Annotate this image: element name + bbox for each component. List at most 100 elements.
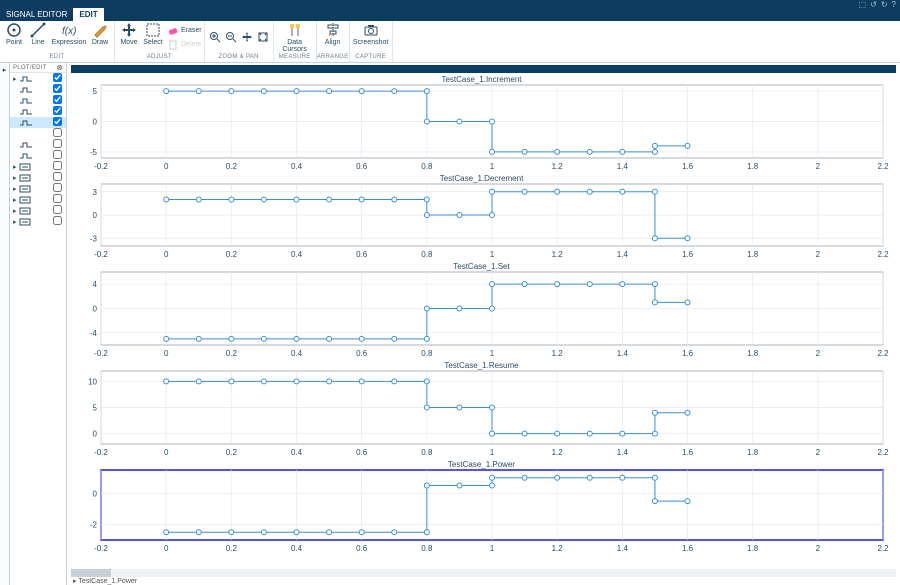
eraser-label: Eraser [181,24,202,38]
svg-text:1.2: 1.2 [552,250,564,259]
plot-checkbox[interactable] [53,172,62,181]
group-edit: Point Line f(x)Expression Draw EDIT [0,21,115,62]
svg-text:1.4: 1.4 [617,544,629,553]
svg-text:-0.2: -0.2 [94,544,108,553]
plot-checkbox[interactable] [53,194,62,203]
svg-text:0.6: 0.6 [356,349,368,358]
group-arrange: Align ARRANGE [317,21,350,62]
plot-checkbox[interactable] [53,117,62,126]
svg-text:1: 1 [490,448,495,457]
svg-text:-0.2: -0.2 [94,448,108,457]
panel-close-icon[interactable]: ⊗ [56,63,63,72]
tree-expand-icon[interactable]: ▸ [0,65,9,76]
plot-checkbox[interactable] [53,84,62,93]
plot-checkbox[interactable] [53,95,62,104]
align-button[interactable]: Align [319,22,347,54]
chart[interactable]: TestCase_1.Decrement-303-0.200.20.40.60.… [71,174,892,260]
pan-button[interactable] [239,31,255,45]
signal-group-row[interactable]: ▸ [10,183,66,194]
signal-row[interactable]: ▸ [10,73,66,84]
svg-text:0: 0 [164,162,169,171]
svg-text:1.4: 1.4 [617,448,629,457]
chart[interactable]: TestCase_1.Power-20-0.200.20.40.60.811.2… [71,460,892,554]
signal-group-row[interactable]: ▸ [10,205,66,216]
svg-text:1.8: 1.8 [747,544,759,553]
group-label: ARRANGE [317,54,349,62]
plot-checkbox[interactable] [53,161,62,170]
titlebar-icon[interactable]: ↺ [870,0,877,9]
zoom-in-button[interactable] [207,31,223,45]
move-button[interactable]: Move [117,22,141,54]
signal-row[interactable] [10,117,66,128]
svg-text:1.2: 1.2 [552,544,564,553]
horizontal-scrollbar[interactable] [71,569,896,577]
tab-signal-editor[interactable]: SIGNAL EDITOR [0,8,73,21]
screenshot-button[interactable]: Screenshot [352,22,390,54]
svg-text:1.6: 1.6 [682,250,694,259]
svg-text:5: 5 [93,87,98,96]
chart-title: TestCase_1.Power [71,460,892,469]
svg-text:0: 0 [164,448,169,457]
plot-checkbox[interactable] [53,205,62,214]
signal-row[interactable] [10,150,66,161]
ribbon: Point Line f(x)Expression Draw EDIT Move… [0,21,900,63]
chart[interactable]: TestCase_1.Set-404-0.200.20.40.60.811.21… [71,262,892,359]
expression-button[interactable]: f(x)Expression [50,22,88,54]
footer-filename: ▸ TestCase_1.Power [67,577,900,585]
svg-text:0: 0 [164,250,169,259]
chart[interactable]: TestCase_1.Resume0510-0.200.20.40.60.811… [71,361,892,458]
plot-checkbox[interactable] [53,139,62,148]
titlebar-icon[interactable]: ⬚ [859,0,867,9]
svg-text:1.4: 1.4 [617,162,629,171]
eraser-button[interactable] [165,24,181,38]
plot-checkbox[interactable] [53,150,62,159]
signal-row[interactable] [10,95,66,106]
svg-text:3: 3 [93,188,98,197]
group-label: MEASURE [274,54,316,62]
signal-row[interactable] [10,128,66,139]
svg-text:-3: -3 [90,234,98,243]
svg-text:0: 0 [93,211,98,220]
signal-group-row[interactable]: ▸ [10,216,66,227]
svg-text:2: 2 [816,349,821,358]
data-cursors-button[interactable]: Data Cursors [276,22,314,54]
svg-text:2: 2 [816,448,821,457]
group-zoompan: ZOOM & PAN [205,21,274,62]
svg-text:-5: -5 [90,148,98,157]
plot-checkbox[interactable] [53,73,62,82]
svg-text:1.8: 1.8 [747,349,759,358]
tab-edit[interactable]: EDIT [73,8,103,21]
titlebar-icon[interactable]: ↻ [881,0,888,9]
svg-text:0.2: 0.2 [226,448,238,457]
signal-group-row[interactable]: ▸ [10,194,66,205]
help-icon[interactable]: ? [892,0,896,9]
plot-checkbox[interactable] [53,216,62,225]
plot-checkbox[interactable] [53,106,62,115]
chart-title: TestCase_1.Increment [71,75,892,84]
toolstrip-tabs: SIGNAL EDITOR EDIT [0,8,900,21]
signal-group-row[interactable]: ▸ [10,172,66,183]
group-adjust: Move Select Eraser Delete ADJUST [115,21,205,62]
delete-button [165,38,181,52]
plot-checkbox[interactable] [53,183,62,192]
group-measure: Data Cursors MEASURE [274,21,317,62]
svg-text:0.8: 0.8 [421,349,433,358]
svg-text:0.4: 0.4 [291,250,303,259]
signal-row[interactable] [10,139,66,150]
svg-text:0.8: 0.8 [421,250,433,259]
select-button[interactable]: Select [141,22,165,54]
svg-text:1.8: 1.8 [747,448,759,457]
plot-checkbox[interactable] [53,128,62,137]
draw-button[interactable]: Draw [88,22,112,54]
svg-text:0.6: 0.6 [356,448,368,457]
svg-text:0: 0 [93,305,98,314]
zoom-out-button[interactable] [223,31,239,45]
signal-group-row[interactable]: ▸ [10,161,66,172]
chart[interactable]: TestCase_1.Increment-505-0.200.20.40.60.… [71,75,892,172]
fit-button[interactable] [255,31,271,45]
signal-row[interactable] [10,84,66,95]
signal-row[interactable] [10,106,66,117]
line-button[interactable]: Line [26,22,50,54]
svg-text:5: 5 [93,404,98,413]
point-button[interactable]: Point [2,22,26,54]
